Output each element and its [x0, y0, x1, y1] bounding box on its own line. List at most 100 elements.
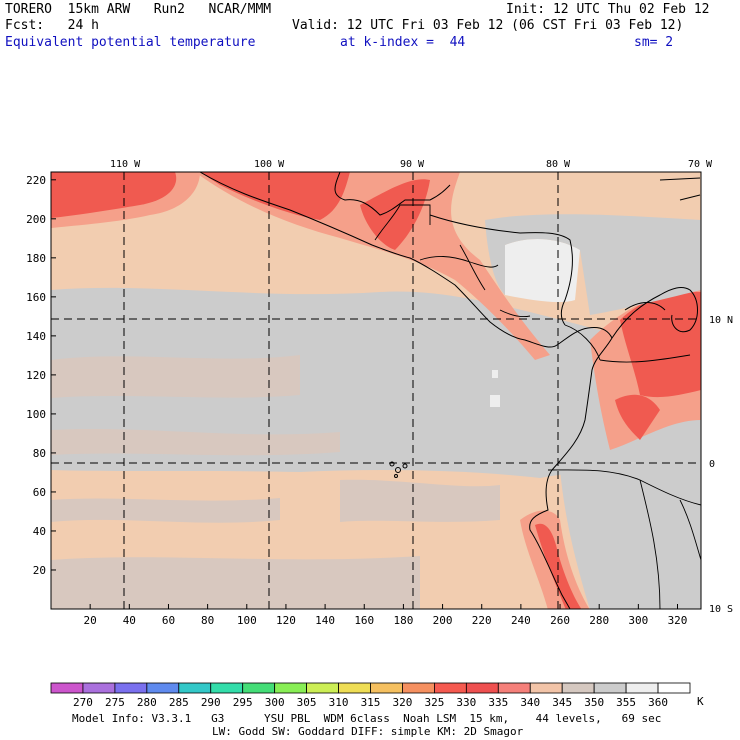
colorbar-label: 350: [584, 696, 604, 709]
field-gray-band: [51, 287, 701, 478]
colorbar-label: 295: [233, 696, 253, 709]
field-name: Equivalent potential temperature: [5, 35, 256, 50]
colorbar-label: 345: [552, 696, 572, 709]
field-caribbean-light: [505, 238, 580, 303]
caribbean-coast: [429, 214, 573, 326]
colorbar-swatch: [178, 682, 212, 694]
y-tick-label: 140: [26, 330, 46, 343]
caribbean-islands: [659, 177, 701, 201]
country-borders: [374, 204, 701, 609]
field-patch-5: [340, 479, 500, 522]
colorbar-unit: K: [697, 695, 704, 708]
y-tick-label: 20: [33, 564, 46, 577]
y-axis: 20 40 60 80 100 120 140 160 180 200 220: [26, 174, 56, 577]
galapagos-3: [402, 463, 408, 469]
x-tick-label: 320: [668, 614, 688, 627]
field-mexico-red: [200, 172, 350, 220]
init-time: Init: 12 UTC Thu 02 Feb 12: [506, 2, 710, 17]
x-tick-label: 140: [315, 614, 335, 627]
grid-lines: [51, 172, 701, 609]
colorbar-swatch: [306, 682, 339, 694]
colorbar-swatch: [433, 682, 467, 694]
field-sa-gray: [560, 400, 701, 609]
field-patch-4: [51, 556, 420, 609]
colorbar-swatch: [146, 682, 180, 694]
border-peru-brazil: [639, 479, 661, 609]
x-tick-label: 60: [162, 614, 175, 627]
lat-label-10s: 10 S: [709, 604, 733, 615]
colorbar-swatch: [465, 682, 499, 694]
x-tick-label: 80: [201, 614, 214, 627]
colorbar-label: 315: [361, 696, 381, 709]
coastlines: [199, 172, 698, 609]
field-ca-salmon: [195, 172, 550, 360]
x-axis: 20 40 60 80 100 120 140 160 180 200 220 240 260 280 30…: [84, 604, 688, 627]
galapagos-islands: [389, 461, 408, 478]
colorbar-label: 330: [456, 696, 476, 709]
x-tick-label: 20: [84, 614, 97, 627]
border-ecuador-peru: [547, 469, 701, 506]
x-tick-label: 40: [123, 614, 136, 627]
x-tick-label: 260: [550, 614, 570, 627]
map-field: [51, 172, 701, 609]
field-patch-1: [51, 355, 300, 398]
x-tick-label: 280: [589, 614, 609, 627]
colorbar-label: 290: [201, 696, 221, 709]
colorbar-swatch: [561, 682, 595, 694]
field-guatemala-red: [360, 179, 430, 250]
yucatan-coast: [334, 172, 451, 216]
colorbar-swatch: [274, 682, 307, 694]
colorbar-swatch: [50, 682, 84, 694]
colorbar-swatch: [402, 682, 435, 694]
y-tick-label: 100: [26, 408, 46, 421]
colorbar-label: 285: [169, 696, 189, 709]
field-topleft-red: [51, 172, 177, 218]
y-tick-label: 60: [33, 486, 46, 499]
colorbar-swatch: [497, 682, 531, 694]
colorbar-swatch: [338, 682, 371, 694]
venezuela-coast: [611, 287, 698, 339]
island-1: [659, 177, 701, 181]
colorbar-label: 340: [520, 696, 540, 709]
field-fleck-1: [490, 395, 500, 407]
colorbar-label: 335: [488, 696, 508, 709]
smoothing-value: sm= 2: [634, 35, 674, 50]
colorbar-label: 270: [73, 696, 93, 709]
lat-label-10n: 10 N: [709, 315, 733, 326]
colorbar-swatch: [625, 682, 659, 694]
galapagos-1: [389, 461, 395, 467]
galapagos-2: [395, 467, 401, 473]
maracaibo: [624, 302, 666, 311]
colorbar-swatch: [593, 682, 627, 694]
y-tick-label: 40: [33, 525, 46, 538]
x-tick-label: 240: [511, 614, 531, 627]
border-costa-rica: [499, 309, 531, 318]
field-fleck-2: [492, 370, 498, 378]
pacific-coast: [199, 172, 613, 609]
x-tick-label: 200: [433, 614, 453, 627]
border-guatemala: [374, 204, 431, 241]
colorbar-swatch: [242, 682, 276, 694]
border-panama-colombia: [564, 324, 601, 361]
colorbar-swatch: [657, 682, 691, 694]
colorbar-swatch: [114, 682, 148, 694]
island-2: [679, 194, 701, 201]
field-nw-sa-red-2: [615, 394, 660, 440]
model-info: Model Info: V3.3.1 G3 YSU PBL WDM 6class…: [72, 712, 662, 725]
colorbar-label: 305: [297, 696, 317, 709]
field-nw-sa-red: [620, 291, 701, 398]
border-honduras: [419, 256, 499, 268]
border-brazil: [679, 499, 701, 561]
colorbar-label: 355: [616, 696, 636, 709]
y-tick-label: 80: [33, 447, 46, 460]
x-tick-label: 300: [628, 614, 648, 627]
colorbar-label: 360: [648, 696, 668, 709]
y-tick-label: 220: [26, 174, 46, 187]
y-tick-label: 160: [26, 291, 46, 304]
colorbar-label: 325: [424, 696, 444, 709]
y-tick-label: 180: [26, 252, 46, 265]
lon-label-80w: 80 W: [546, 159, 571, 170]
lon-label-70w: 70 W: [688, 159, 713, 170]
map-frame: [50, 171, 702, 610]
